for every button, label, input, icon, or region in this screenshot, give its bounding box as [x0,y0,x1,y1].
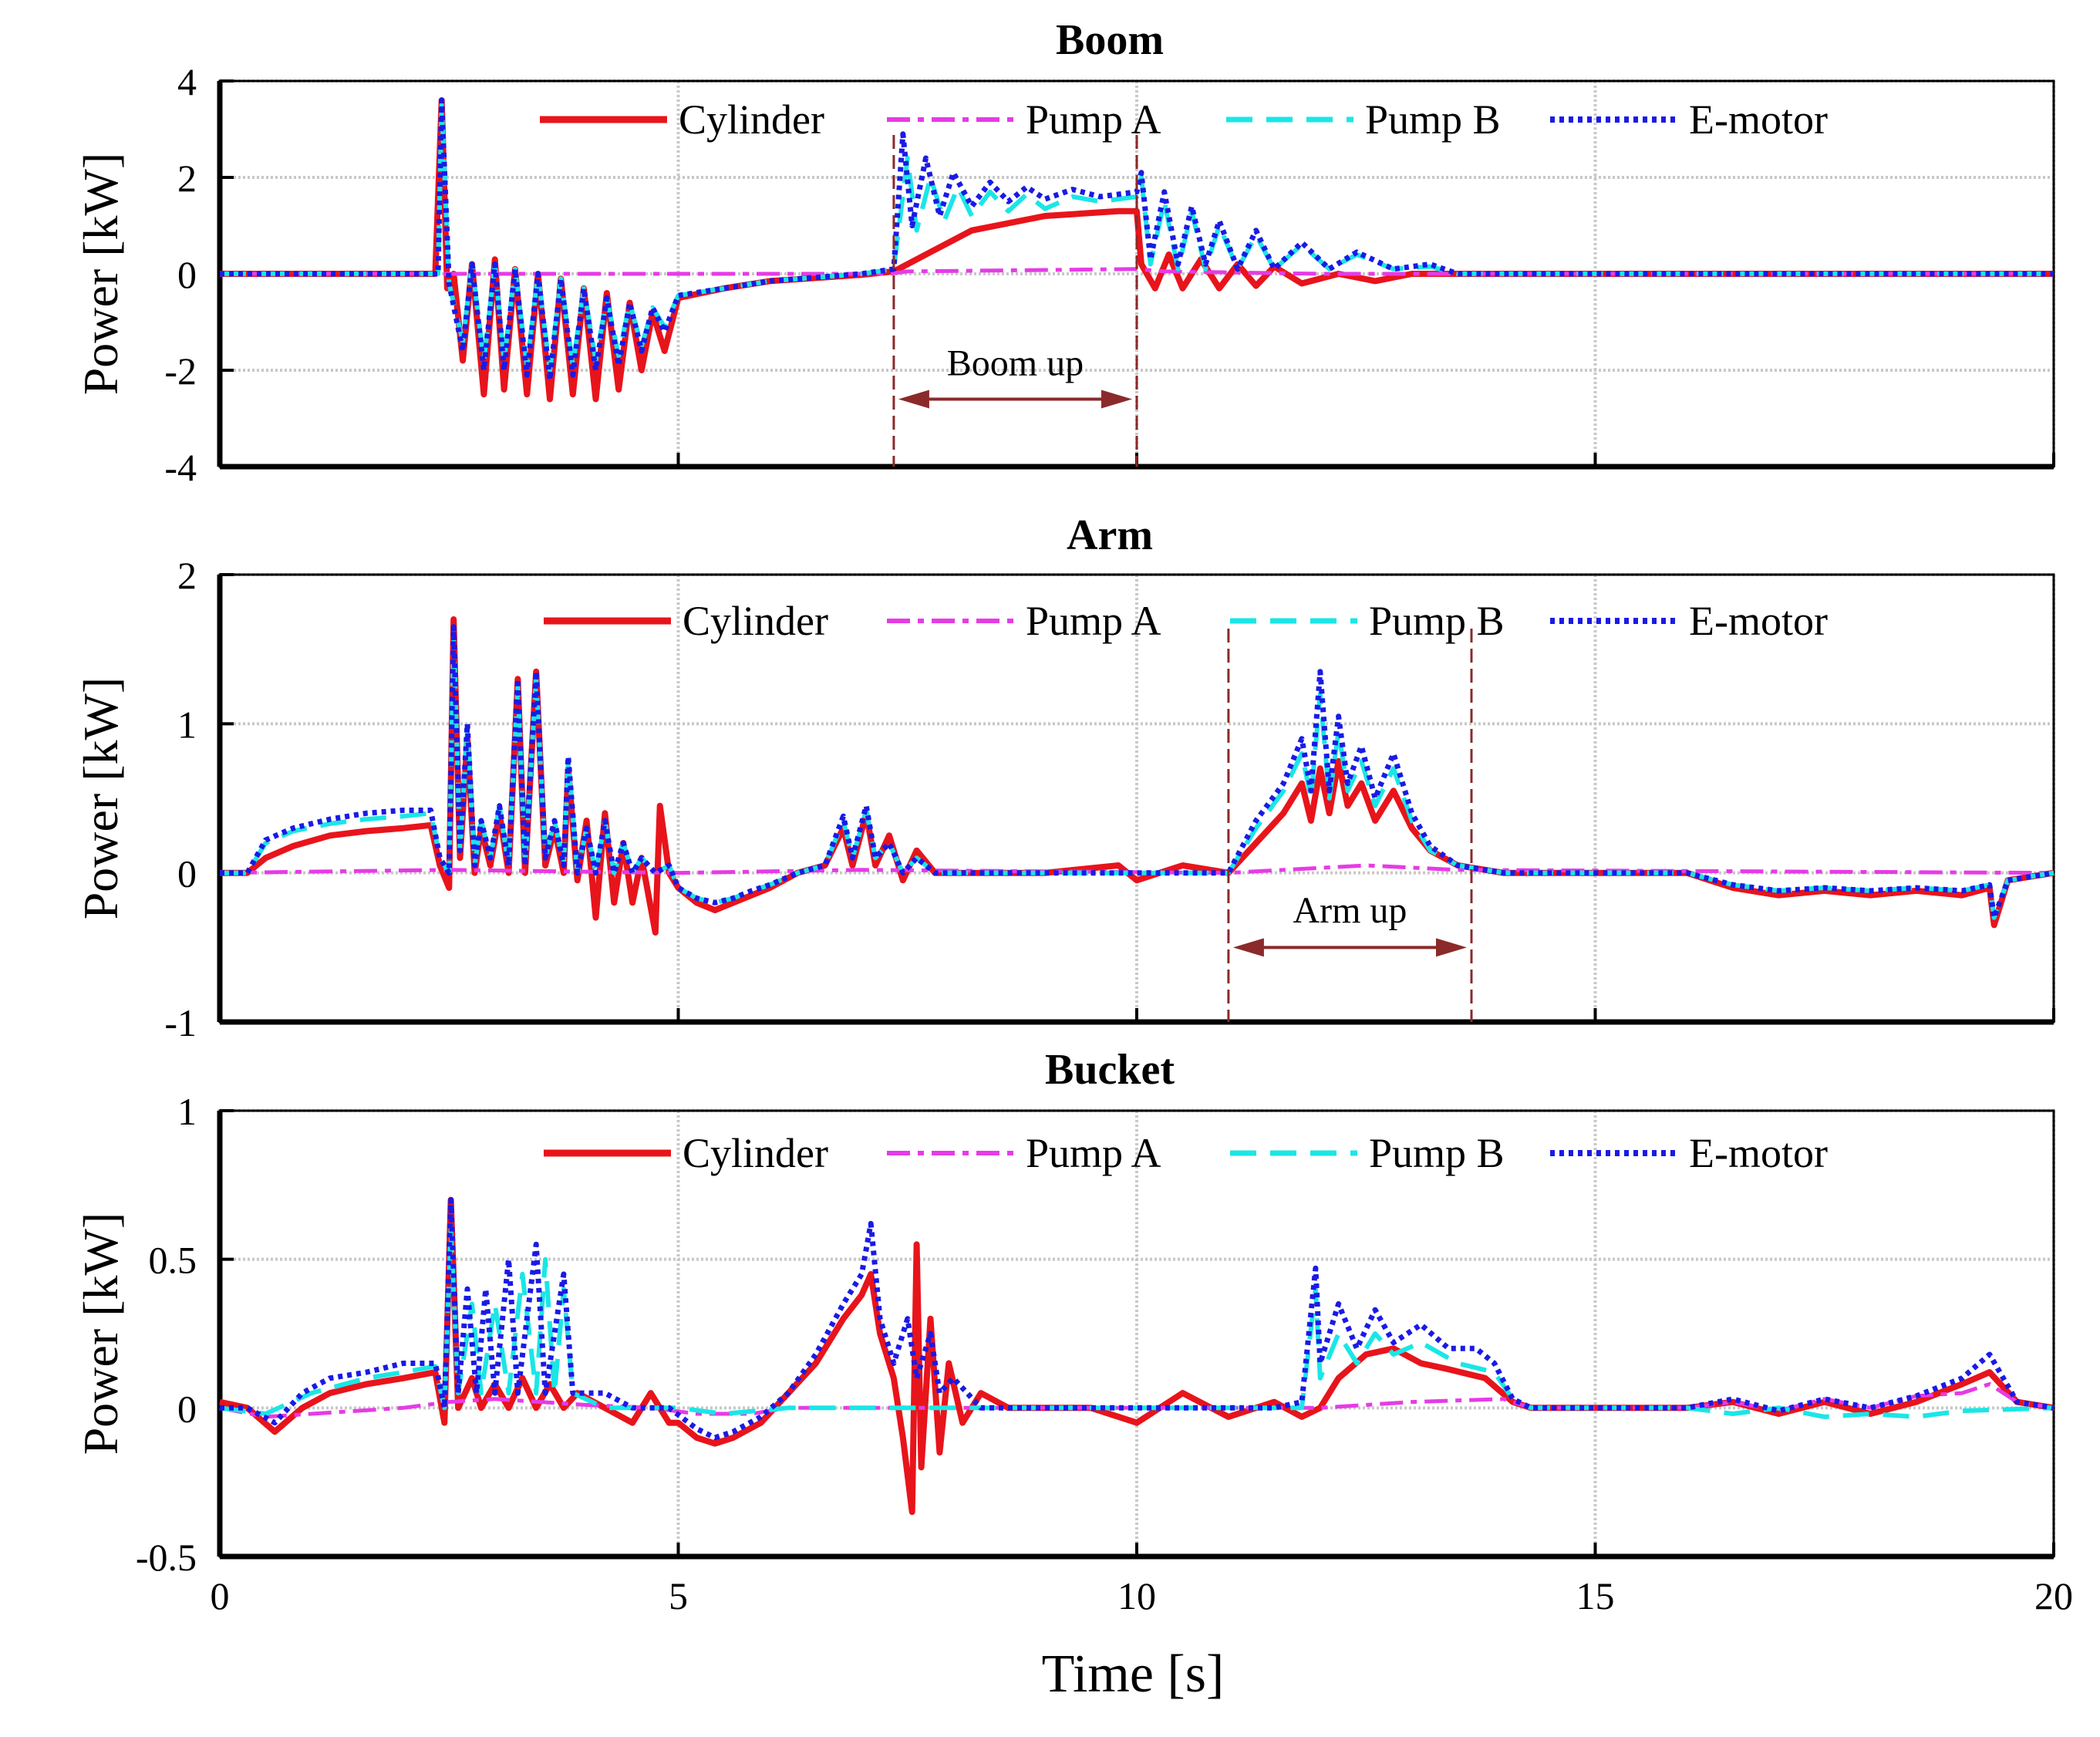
series-line-e-motor [220,1197,2054,1441]
series-line-e-motor [220,97,2054,383]
series-line-pump-b [219,1227,2054,1419]
y-tick-label: 2 [177,554,197,597]
legend-label: Pump B [1365,96,1501,143]
series-line-pump-a [220,267,2054,276]
legend-label: Pump A [1026,1130,1161,1176]
legend-label: Pump B [1369,598,1505,644]
annotation: Arm up [1227,629,1473,1022]
series-line-e-motor [220,624,2054,921]
annotation-arrow-head-left [898,390,929,409]
y-tick-label: 1 [177,1090,197,1133]
legend-label: E-motor [1689,1130,1828,1176]
y-axis-label: Power [kW] [73,677,128,920]
chart-title: Arm [1067,511,1153,559]
y-tick-label: 0.5 [149,1239,197,1282]
legend-label: Pump B [1369,1130,1505,1176]
legend-label: E-motor [1689,598,1828,644]
annotation-label: Arm up [1293,890,1407,931]
annotation-arrow-head-right [1101,390,1132,409]
x-tick-label: 10 [1117,1574,1156,1617]
x-tick-label: 15 [1576,1574,1615,1617]
annotation-arrow-head-right [1435,938,1467,957]
legend-label: Pump A [1026,598,1161,644]
chart-panel-arm: -1 0 1 2 Arm Power [kW] Arm up Cylinder Pump A Pu… [73,511,2055,1044]
series-line-pump-a [219,1382,2054,1419]
y-tick-label: -1 [164,1001,197,1044]
y-tick-label: 0 [177,253,197,296]
y-tick-label: 4 [177,60,197,103]
annotation-label: Boom up [947,343,1084,384]
y-tick-label: 2 [177,157,197,200]
legend-label: E-motor [1689,96,1828,143]
legend-label: Cylinder [683,1130,828,1176]
annotation: Boom up [892,135,1138,467]
y-tick-label: 0 [177,1387,197,1430]
y-axis-label: Power [kW] [73,1213,128,1455]
legend-label: Pump A [1026,96,1161,143]
y-tick-label: -2 [164,349,197,393]
y-tick-label: 0 [177,852,197,895]
x-tick-label: 20 [2034,1574,2073,1617]
chart-panel-boom: -4 -2 0 2 4 Boom Power [kW] Boom up Cylinder Pump… [73,16,2055,489]
y-tick-label: -0.5 [136,1536,197,1579]
legend: Cylinder Pump A Pump B E-motor [544,598,1828,644]
y-tick-label: -4 [164,446,197,489]
annotation-arrow-head-left [1232,938,1264,957]
chart-title: Boom [1056,16,1164,64]
chart-title: Bucket [1045,1046,1175,1094]
x-tick-label: 5 [669,1574,688,1617]
y-axis-label: Power [kW] [73,153,128,396]
legend-label: Cylinder [679,96,824,143]
legend: Cylinder Pump A Pump B E-motor [544,1130,1828,1176]
x-tick-label: 0 [211,1574,230,1617]
legend-label: Cylinder [683,598,828,644]
y-tick-label: 1 [177,703,197,746]
x-axis-label: Time [s] [1042,1644,1225,1704]
legend: Cylinder Pump A Pump B E-motor [540,96,1828,143]
chart-panel-bucket: 0 5 10 15 20 -0.5 0 0.5 1 Bucket Power [kW] Time [s… [73,1046,2073,1704]
